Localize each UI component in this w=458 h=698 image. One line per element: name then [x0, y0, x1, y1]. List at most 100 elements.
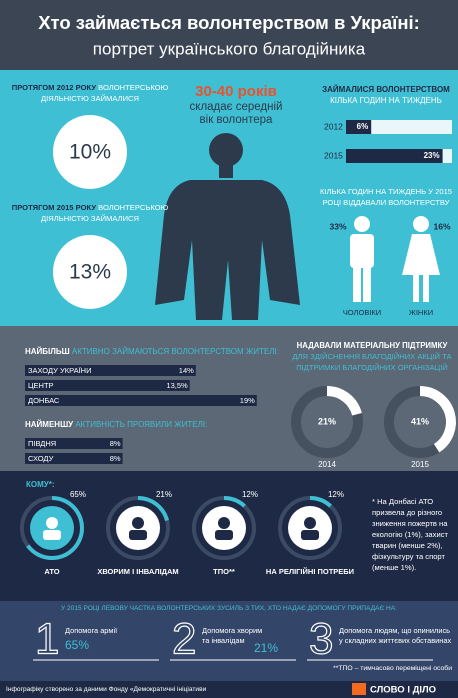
recipient-icon — [215, 530, 233, 540]
gender-heading: КІЛЬКА ГОДИН НА ТИЖДЕНЬ У 2015 — [320, 187, 452, 196]
hours-year: 2012 — [324, 121, 343, 131]
priority-value: 65% — [65, 638, 89, 652]
material-text: ПІДТРИМКИ БЛАГОДІЙНИХ ОРГАНІЗАЦІЙ — [296, 363, 448, 372]
hours-year: 2015 — [324, 150, 343, 160]
regions-heading-rest: АКТИВНІСТЬ ПРОЯВИЛИ ЖИТЕЛІ: — [73, 420, 207, 429]
share-heading: ПРОТЯГОМ 2015 РОКУ ВОЛОНТЕРСЬКОЮ — [12, 203, 169, 212]
recipient-value: 12% — [242, 490, 258, 499]
age-text: вік волонтера — [200, 114, 274, 126]
men-value: 33% — [329, 221, 346, 231]
priority-value: 21% — [254, 641, 278, 655]
recipients-note: зниження пожертв на — [372, 519, 448, 528]
region-value: 19% — [240, 396, 255, 405]
donut-arc — [419, 386, 456, 453]
recipient-label: ТПО** — [213, 567, 235, 576]
region-value: 13,5% — [166, 381, 188, 390]
hours-heading: ЗАЙМАЛИСЯ ВОЛОНТЕРСТВОМ — [322, 85, 450, 94]
regions-heading-lead: НАЙМЕНШУ — [25, 420, 74, 429]
women-label: ЖІНКИ — [409, 308, 433, 317]
region-value: 8% — [110, 454, 121, 463]
region-bar — [25, 380, 190, 391]
men-label: ЧОЛОВІКИ — [343, 308, 381, 317]
gender-heading: РОЦІ ВІДДАВАЛИ ВОЛОНТЕРСТВУ — [323, 198, 450, 207]
recipient-label: ХВОРИМ І ІНВАЛІДАМ — [97, 567, 178, 576]
share-heading-lead: ПРОТЯГОМ 2012 РОКУ — [12, 83, 97, 92]
recipient-arc — [223, 496, 246, 508]
regions-heading: НАЙБІЛЬШ АКТИВНО ЗАЙМАЮТЬСЯ ВОЛОНТЕРСТВО… — [25, 347, 279, 356]
region-bar — [25, 438, 123, 449]
hours-subheading: КІЛЬКА ГОДИН НА ТИЖДЕНЬ — [330, 96, 442, 105]
footer-logo: СЛОВО І ДІЛО — [370, 685, 436, 696]
share-circle — [53, 235, 127, 309]
recipient-icon — [129, 530, 147, 540]
hours-bar — [346, 149, 443, 163]
hours-bar — [346, 120, 372, 134]
priority-text: Допомога людям, що опинились — [339, 626, 450, 635]
recipients-note: призвела до різного — [372, 508, 442, 517]
share-heading-lead: ПРОТЯГОМ 2015 РОКУ — [12, 203, 97, 212]
recipient-icon — [218, 517, 230, 529]
recipient-icon — [46, 517, 58, 529]
age-value: 30-40 років — [195, 83, 277, 100]
region-value: 14% — [179, 366, 194, 375]
region-label: ПІВДНЯ — [28, 439, 56, 448]
recipients-note: (менше 1%). — [372, 563, 416, 572]
hours-track — [346, 120, 452, 134]
share-heading: ПРОТЯГОМ 2012 РОКУ ВОЛОНТЕРСЬКОЮ — [12, 83, 169, 92]
region-bar — [25, 395, 257, 406]
priority-text: Допомога хворим — [202, 626, 262, 635]
priority-text: Допомога армії — [65, 626, 117, 635]
region-label: ДОНБАС — [28, 396, 60, 405]
region-label: ЦЕНТР — [28, 381, 54, 390]
recipient-icon — [301, 530, 319, 540]
recipients-note: * На Донбасі АТО — [372, 497, 433, 506]
region-value: 8% — [110, 439, 121, 448]
title: Хто займається волонтерством в Україні: — [38, 12, 420, 33]
recipient-label: НА РЕЛІГІЙНІ ПОТРЕБИ — [266, 567, 354, 576]
header-bg — [0, 0, 458, 70]
recipients-note: екологію (1%), захист — [372, 530, 448, 539]
share-heading-line: ДІЯЛЬНІСТЮ ЗАЙМАЛИСЯ — [41, 94, 139, 103]
share-value: 13% — [69, 261, 111, 284]
share-value: 10% — [69, 141, 111, 164]
priority-number: 1 — [35, 615, 59, 664]
recipients-note: фізкультуру та спорт — [372, 552, 445, 561]
regions-heading-rest: АКТИВНО ЗАЙМАЮТЬСЯ ВОЛОНТЕРСТВОМ ЖИТЕЛІ: — [70, 347, 279, 356]
priority-text: у складних життєвих обставинах — [339, 636, 451, 645]
share-circle — [53, 115, 127, 189]
footer-source: Інфографіку створено за даними Фонду «Де… — [6, 685, 207, 693]
hours-value: 6% — [357, 122, 369, 131]
region-label: СХОДУ — [28, 454, 54, 463]
priority-text: та інвалідам — [202, 636, 245, 645]
recipient-value: 12% — [328, 490, 344, 499]
donut-year: 2015 — [411, 460, 429, 469]
donut-value: 41% — [411, 416, 429, 426]
tpo-note: **ТПО – тимчасово переміщені особи — [333, 664, 452, 672]
recipient-value: 21% — [156, 490, 172, 499]
logo-mark — [352, 683, 366, 695]
priority-number: 3 — [309, 615, 333, 664]
subtitle: портрет українського благодійника — [93, 39, 366, 58]
woman-icon — [402, 216, 440, 302]
footer-bg — [0, 681, 458, 698]
donut-year: 2014 — [318, 460, 336, 469]
region-bar — [25, 365, 196, 376]
material-heading: НАДАВАЛИ МАТЕРІАЛЬНУ ПІДТРИМКУ — [297, 341, 448, 350]
regions-heading: НАЙМЕНШУ АКТИВНІСТЬ ПРОЯВИЛИ ЖИТЕЛІ: — [25, 420, 207, 429]
share-heading-rest: ВОЛОНТЕРСЬКОЮ — [96, 83, 169, 92]
priorities-title: У 2015 РОЦІ ЛЕВОВУ ЧАСТКА ВОЛОНТЕРСЬКИХ … — [61, 605, 397, 612]
regions-heading-lead: НАЙБІЛЬШ — [25, 347, 70, 356]
recipients-title: КОМУ*: — [26, 480, 55, 489]
recipient-label: АТО — [44, 567, 59, 576]
recipient-arc — [309, 496, 332, 508]
recipient-icon — [132, 517, 144, 529]
hours-value: 23% — [424, 151, 440, 160]
share-heading-rest: ВОЛОНТЕРСЬКОЮ — [96, 203, 169, 212]
material-text: ДЛЯ ЗДІЙСНЕННЯ БЛАГОДІЙНИХ АКЦІЙ ТА — [292, 352, 452, 361]
recipients-note: тварин (менше 2%), — [372, 541, 443, 550]
donut-value: 21% — [318, 416, 336, 426]
priorities-bg — [0, 601, 458, 681]
recipient-icon — [304, 517, 316, 529]
volunteer-silhouette — [155, 133, 300, 320]
